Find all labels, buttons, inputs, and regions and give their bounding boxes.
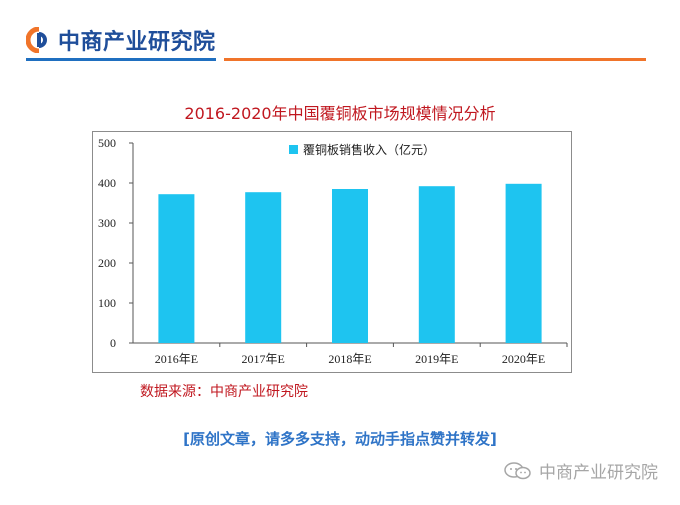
bar-5 <box>505 183 542 343</box>
header-rule-orange <box>224 58 646 61</box>
x-tick-label: 2019年E <box>415 352 458 366</box>
chart-title: 2016-2020年中国覆铜板市场规模情况分析 <box>184 104 496 123</box>
x-tick-label: 2017年E <box>242 352 285 366</box>
y-tick-label: 400 <box>98 176 116 190</box>
legend-swatch <box>289 145 298 154</box>
watermark-text: 中商产业研究院 <box>539 463 658 483</box>
bar-4 <box>418 186 455 343</box>
x-tick-label: 2020年E <box>502 352 545 366</box>
y-tick-label: 500 <box>98 136 116 150</box>
brand-mark-icon <box>25 26 52 54</box>
wechat-icon <box>504 461 531 479</box>
bar-1 <box>158 194 195 343</box>
y-tick-label: 200 <box>98 256 116 270</box>
y-tick-label: 300 <box>98 216 116 230</box>
data-source: 数据来源：中商产业研究院 <box>140 384 308 400</box>
brand-name: 中商产业研究院 <box>58 30 216 55</box>
watermark: 中商产业研究院 <box>503 458 658 483</box>
x-tick-label: 2018年E <box>328 352 371 366</box>
header-rule-blue <box>26 58 216 61</box>
slogan-text: [原创文章，请多多支持，动动手指点赞并转发] <box>183 430 497 448</box>
y-tick-label: 0 <box>110 336 116 350</box>
x-tick-label: 2016年E <box>155 352 198 366</box>
y-tick-label: 100 <box>98 296 116 310</box>
bar-2 <box>245 192 282 343</box>
bar-3 <box>332 189 368 343</box>
brand-logo: 中商产业研究院 <box>25 24 216 56</box>
legend-label: 覆铜板销售收入（亿元） <box>303 142 435 157</box>
chart-frame: 0 100 200 300 400 500 2016年E 2017年E 2018年E 2019年E… <box>92 131 572 373</box>
bar-chart: 0 100 200 300 400 500 2016年E 2017年E 2018年E 2019年E… <box>98 136 568 366</box>
